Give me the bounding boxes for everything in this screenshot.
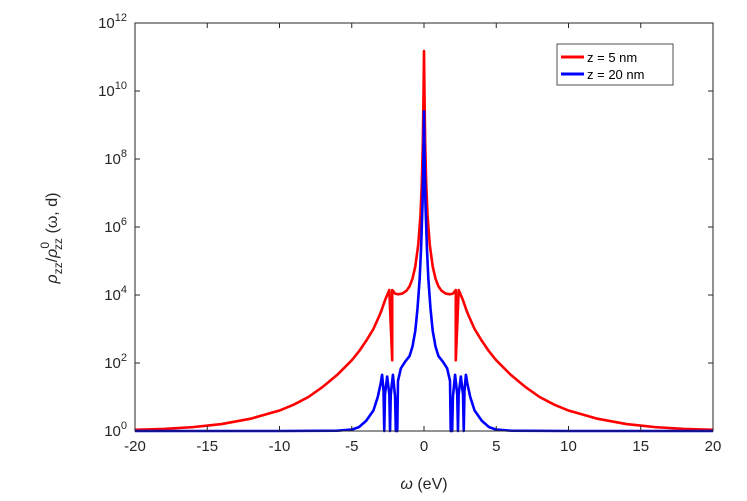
y-label-rho2: ρ — [44, 249, 61, 259]
x-tick-label: 5 — [492, 438, 500, 455]
series-line-1 — [135, 110, 713, 433]
y-tick-label: 102 — [104, 352, 127, 372]
x-tick-label: -20 — [124, 438, 146, 455]
x-axis-label-unit: (eV) — [413, 476, 448, 493]
y-label-sup: 0 — [38, 242, 52, 249]
x-tick-label: 15 — [632, 438, 649, 455]
x-tick-label: -10 — [269, 438, 291, 455]
y-label-tail: (ω, d) — [44, 193, 61, 238]
y-tick-label: 104 — [104, 284, 127, 304]
y-tick-label: 100 — [104, 420, 127, 440]
y-tick-label: 1010 — [98, 80, 127, 100]
x-tick-label: 0 — [420, 438, 428, 455]
series-line-0 — [134, 49, 714, 432]
y-label-sub2: zz — [51, 238, 65, 250]
x-axis-label: ω (eV) — [400, 476, 447, 493]
x-tick-label: -5 — [345, 438, 358, 455]
x-tick-label: 10 — [560, 438, 577, 455]
y-axis-label: ρzz/ρ0zz (ω, d) — [38, 193, 65, 285]
x-tick-label: 20 — [705, 438, 722, 455]
y-label-sub1: zz — [51, 262, 65, 274]
x-axis-label-omega: ω — [400, 476, 412, 493]
y-tick-label: 108 — [104, 148, 127, 168]
svg-text:ρzz/ρ0zz (ω, d): ρzz/ρ0zz (ω, d) — [38, 193, 65, 285]
ticks-layer: -20 -15 -10 -5 0 5 10 15 20 100 102 104 106 108 1010 10… — [98, 12, 721, 455]
legend-label-0: z = 5 nm — [587, 50, 637, 65]
legend: z = 5 nm z = 20 nm — [556, 43, 674, 86]
y-label-rho1: ρ — [44, 274, 61, 284]
legend-box — [556, 43, 674, 86]
legend-label-1: z = 20 nm — [587, 67, 644, 82]
y-tick-label: 106 — [104, 216, 127, 236]
y-tick-label: 1012 — [98, 12, 127, 32]
series-layer — [134, 49, 714, 433]
y-label-slash: / — [44, 257, 61, 262]
x-tick-label: -15 — [196, 438, 218, 455]
